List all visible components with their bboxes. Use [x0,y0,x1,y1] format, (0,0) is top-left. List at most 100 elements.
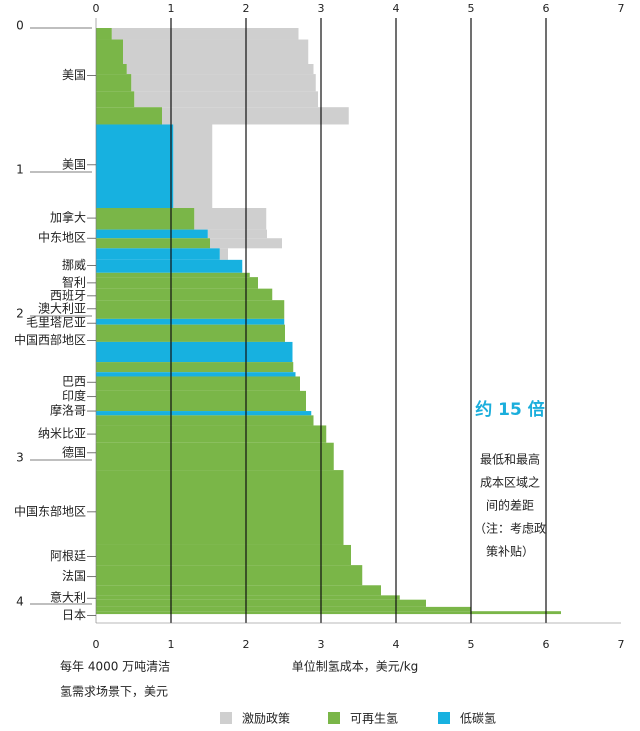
cost-bar [96,64,127,75]
cost-bar [96,272,250,278]
cost-bar [96,362,294,373]
x-tick-label: 3 [318,638,325,651]
annotation-line: 间的差距 [486,498,534,513]
cost-bar [96,565,363,586]
cost-bar [96,91,135,108]
legend-label: 激励政策 [242,712,290,726]
cost-bar [96,324,285,342]
region-label: 纳米比亚 [38,427,86,441]
cost-bar [96,442,334,471]
region-label: 印度 [62,388,86,403]
x-tick-label: 2 [243,638,250,651]
region-label: 意大利 [50,590,86,605]
region-label: 西班牙 [50,288,86,302]
annotation-line: 最低和最高 [480,452,540,467]
policy-bar [111,28,299,40]
x-tick-label: 3 [318,2,325,15]
cost-bar [96,107,162,125]
region-label: 智利 [62,274,86,289]
cost-bar [96,288,273,301]
x-tick-label: 7 [618,2,625,15]
region-label: 摩洛哥 [50,403,86,418]
policy-bar [123,39,309,64]
cost-bar [96,599,426,607]
x-tick-label: 1 [168,2,175,15]
region-label: 中国东部地区 [14,503,86,518]
cost-bar [96,248,220,260]
cost-bar [96,595,400,600]
cost-bar [96,318,285,325]
x-tick-label: 6 [543,638,550,651]
cost-bar [96,376,300,391]
policy-bar [219,248,228,260]
cost-bar [96,585,381,596]
region-label: 澳大利亚 [38,301,86,315]
policy-bar [173,124,213,208]
cost-bar [96,259,243,273]
policy-bar [126,64,314,75]
y-tick-label: 1 [16,163,24,177]
cost-bar [96,208,195,230]
region-label: 中东地区 [38,230,86,245]
x-tick-label: 0 [93,2,100,15]
x-tick-label: 4 [393,638,400,651]
cost-bar [96,229,208,239]
y-axis-label: 每年 4000 万吨清洁 [60,659,170,674]
annotation-line: 成本区域之 [480,476,540,490]
policy-bar [131,74,316,92]
cost-bar [96,372,296,377]
x-tick-label: 7 [618,638,625,651]
x-axis-label: 单位制氢成本，美元/kg [292,659,419,674]
annotation-title: 约 15 倍 [475,399,545,420]
region-label: 巴西 [62,375,86,389]
legend-swatch [328,712,340,724]
region-label: 日本 [62,608,86,622]
x-tick-label: 6 [543,2,550,15]
legend-swatch [438,712,450,724]
legend-label: 低碳氢 [460,711,496,726]
annotation-line: （注：考虑政 [474,521,546,536]
region-label: 加拿大 [50,210,86,225]
region-label: 美国 [62,157,86,171]
y-tick-label: 0 [16,19,24,33]
cost-bar [96,124,174,208]
policy-bar [207,229,267,239]
policy-bar [194,208,267,230]
y-tick-label: 2 [16,307,24,321]
y-axis-label: 氢需求场景下，美元 [60,684,168,699]
cost-bar [96,425,327,443]
cost-bar [96,300,285,319]
cost-bar [96,411,312,416]
y-tick-label: 4 [16,595,24,609]
policy-bar [162,107,349,125]
cost-bar [96,277,258,289]
y-tick-label: 3 [16,451,24,465]
legend-label: 可再生氢 [350,711,398,726]
cost-bar [96,544,351,566]
cost-bar [96,74,132,92]
x-tick-label: 2 [243,2,250,15]
cost-bar [96,28,112,40]
cost-bar [96,611,561,615]
region-label: 德国 [62,444,86,459]
cost-bar [96,341,293,363]
region-label: 毛里塔尼亚 [26,316,86,330]
x-tick-label: 1 [168,638,175,651]
region-label: 阿根廷 [50,549,86,563]
x-tick-label: 4 [393,2,400,15]
x-tick-label: 5 [468,638,475,651]
annotation-line: 策补贴） [486,545,534,559]
cost-bar [96,390,306,412]
policy-bar [134,91,318,108]
cost-bar [96,470,344,545]
region-label: 法国 [62,569,86,583]
region-label: 美国 [62,68,86,82]
cost-bar [96,606,471,612]
x-tick-label: 0 [93,638,100,651]
region-label: 中国西部地区 [14,332,86,347]
cost-bar [96,415,314,426]
region-label: 挪威 [62,258,86,272]
cost-bar [96,238,210,249]
cost-bar [96,39,123,64]
